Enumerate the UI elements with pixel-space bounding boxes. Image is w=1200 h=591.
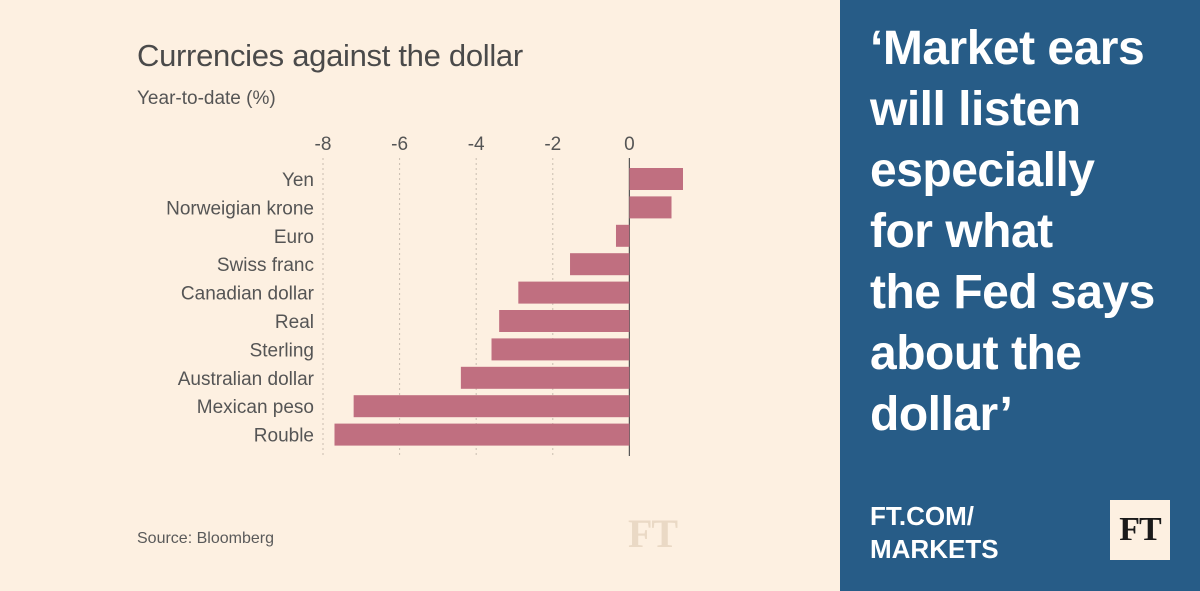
quote-line: about the [870, 327, 1082, 380]
category-label: Euro [274, 227, 314, 248]
ft-logo: FT [1110, 500, 1170, 560]
category-label: Mexican peso [197, 397, 314, 418]
bar [353, 395, 630, 418]
quote-panel: ‘Market ears will listen especially for wha… [840, 0, 1200, 591]
category-label: Norweigian krone [166, 198, 314, 219]
category-label: Yen [282, 170, 314, 191]
bar [334, 423, 630, 446]
chart-panel: Currencies against the dollar Year-to-da… [137, 38, 683, 556]
quote-line: ‘Market ears [870, 22, 1145, 75]
bar [615, 224, 630, 247]
quote-line: dollar’ [870, 388, 1013, 441]
ft-watermark: FT [628, 511, 678, 556]
x-tick-label: -8 [315, 134, 332, 155]
category-label: Australian dollar [178, 369, 315, 390]
category-label: Rouble [254, 426, 314, 447]
chart-subtitle: Year-to-date (%) [137, 88, 276, 109]
bar [460, 366, 630, 389]
quote-line: for what [870, 205, 1053, 258]
bar-chart: -8 -6 -4 -2 0 Yen Norweigian krone Euro Swiss fr… [166, 134, 683, 456]
category-label: Sterling [250, 340, 314, 361]
bar [491, 338, 630, 361]
x-tick-label: 0 [624, 134, 635, 155]
bar [629, 168, 683, 190]
chart-source: Source: Bloomberg [137, 530, 274, 547]
link-line[interactable]: FT.COM/ [870, 501, 974, 531]
category-label: Canadian dollar [181, 284, 315, 305]
quote-line: will listen [870, 83, 1081, 136]
bar [629, 196, 672, 219]
x-tick-label: -2 [544, 134, 561, 155]
bar [570, 253, 630, 276]
quote-line: the Fed says [870, 266, 1155, 319]
bar [518, 281, 630, 304]
link-line[interactable]: MARKETS [870, 534, 999, 564]
category-label: Real [275, 312, 314, 333]
pull-quote: ‘Market ears will listen especially for wha… [870, 18, 1195, 445]
chart-title: Currencies against the dollar [137, 38, 523, 73]
x-tick-label: -6 [391, 134, 408, 155]
ft-markets-link[interactable]: FT.COM/MARKETS [870, 500, 999, 566]
category-label: Swiss franc [217, 255, 314, 276]
quote-line: especially [870, 144, 1095, 197]
bar [499, 310, 630, 332]
x-tick-label: -4 [468, 134, 485, 155]
